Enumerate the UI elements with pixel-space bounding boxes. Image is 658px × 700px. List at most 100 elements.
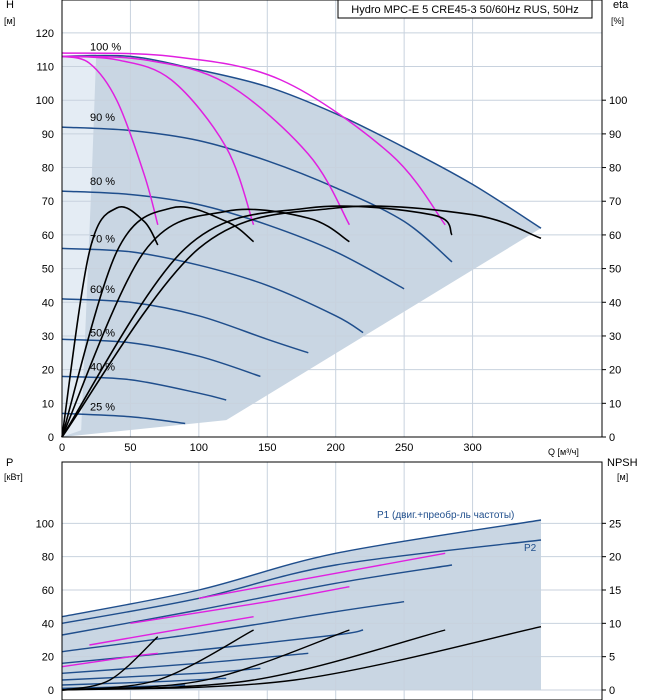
head-y-tick-label: 70 (42, 196, 54, 208)
npsh-tick-label: 25 (609, 518, 621, 530)
power-series-line (61, 539, 542, 624)
eta-tick-label: 80 (609, 163, 621, 175)
operating-range-area (62, 55, 541, 438)
head-y-tick-label: 0 (48, 432, 54, 444)
npsh-series-line (61, 626, 542, 691)
eta-tick-label: 100 (609, 95, 627, 107)
eta-tick-label: 70 (609, 196, 621, 208)
eta-tick-label: 40 (609, 297, 621, 309)
head-y-tick-label: 90 (42, 129, 54, 141)
speed-label: 90 % (90, 112, 115, 124)
head-series-line (61, 54, 542, 229)
power-y-tick-label: 20 (42, 652, 54, 664)
power-series-line (61, 519, 542, 618)
head-series-line (61, 247, 364, 334)
chart-title: Hydro MPC-E 5 CRE45-3 50/60Hz RUS, 50Hz (351, 4, 578, 16)
head-ticks: 0 50 100 150 200 250 3000102030405060708090100… (36, 28, 628, 454)
head-y-tick-label: 80 (42, 163, 54, 175)
power-y-tick-label: 40 (42, 618, 54, 630)
head-series-line (61, 206, 159, 438)
head-x-tick-label: 100 (190, 442, 208, 454)
power-series-line (130, 586, 350, 624)
head-y-tick-label: 30 (42, 331, 54, 343)
head-series-line (61, 55, 159, 225)
power-y-tick-label: 100 (36, 518, 54, 530)
head-y-tick-label: 100 (36, 95, 54, 107)
eta-tick-label: 30 (609, 331, 621, 343)
power-grid (61, 462, 602, 700)
npsh-tick-label: 5 (609, 652, 615, 664)
head-series-line (61, 375, 227, 401)
power-series-line (61, 652, 158, 668)
head-series-line (61, 205, 453, 438)
head-panel: 0 50 100 150 200 250 3000102030405060708090100… (4, 0, 629, 457)
head-frame (61, 0, 603, 438)
head-x-tick-label: 200 (327, 442, 345, 454)
head-series-line (61, 208, 350, 438)
head-x-tick-label: 300 (463, 442, 481, 454)
power-frame (61, 461, 603, 700)
head-y-tick-label: 60 (42, 230, 54, 242)
power-y-tick-label: 80 (42, 552, 54, 564)
speed-label: 60 % (90, 284, 115, 296)
eta-tick-label: 90 (609, 129, 621, 141)
power-series-line (198, 552, 446, 599)
power-series-line (61, 564, 453, 636)
power-series (61, 519, 542, 691)
power-axis-label: P (6, 457, 13, 469)
head-series-line (61, 55, 351, 226)
eta-tick-label: 10 (609, 398, 621, 410)
head-x-tick-label: 150 (258, 442, 276, 454)
head-series (61, 52, 542, 438)
head-x-tick-label: 0 (59, 442, 65, 454)
head-series-line (61, 298, 309, 354)
power-axis-unit: [кВт] (4, 472, 23, 482)
npsh-tick-label: 10 (609, 618, 621, 630)
power-series-line (89, 616, 254, 646)
head-y-tick-label: 20 (42, 365, 54, 377)
single-pump-area (62, 53, 97, 437)
head-x-tick-label: 50 (124, 442, 136, 454)
head-series-line (61, 206, 255, 438)
head-y-tick-label: 10 (42, 398, 54, 410)
speed-label: 40 % (90, 361, 115, 373)
power-y-tick-label: 0 (48, 685, 54, 697)
power-ticks: 0 20 40 60 80 100 0 5 10 15 20 25 (36, 518, 622, 697)
speed-label: 25 % (90, 402, 115, 414)
head-axis-unit: [м] (4, 16, 15, 26)
eta-axis-unit: [%] (611, 16, 624, 26)
eta-tick-label: 20 (609, 365, 621, 377)
power-range-area (62, 520, 541, 690)
chart-title-box (337, 0, 593, 19)
flow-axis-label: Q [м³/ч] (548, 447, 579, 457)
eta-tick-label: 50 (609, 264, 621, 276)
speed-label: 100 % (90, 41, 121, 53)
head-series-line (61, 55, 255, 226)
eta-tick-label: 60 (609, 230, 621, 242)
power-y-tick-label: 60 (42, 585, 54, 597)
head-x-tick-label: 250 (395, 442, 413, 454)
head-axis-label: H (6, 0, 14, 11)
power-series-line (61, 601, 405, 653)
p2-annotation: P2 (524, 543, 537, 554)
eta-axis-label: eta (613, 0, 629, 11)
head-y-tick-label: 110 (36, 62, 54, 74)
head-series-line (61, 205, 542, 438)
p1-annotation: P1 (двиг.+преобр-ль частоты) (377, 509, 514, 521)
npsh-axis-label: NPSH (607, 457, 638, 469)
speed-label: 50 % (90, 328, 115, 340)
head-y-tick-label: 120 (36, 28, 54, 40)
npsh-axis-unit: [м] (617, 472, 628, 482)
npsh-tick-label: 20 (609, 552, 621, 564)
head-series-line (61, 126, 453, 263)
power-series-line (61, 629, 364, 664)
eta-tick-label: 0 (609, 432, 615, 444)
head-y-tick-label: 40 (42, 297, 54, 309)
speed-labels: 100 % 90 % 80 % 70 % 60 % 50 % 40 % 25 % (90, 41, 121, 413)
head-grid (61, 0, 602, 438)
head-series-line (61, 190, 405, 290)
npsh-tick-label: 15 (609, 585, 621, 597)
head-series-line (61, 338, 261, 378)
